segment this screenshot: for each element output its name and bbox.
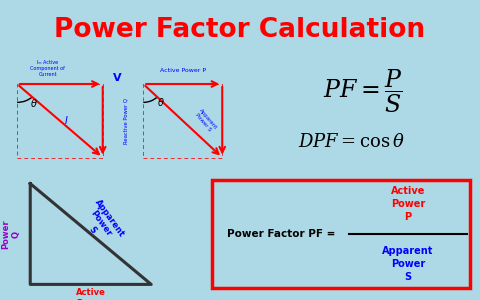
Text: Apparent
Power
S: Apparent Power S: [76, 197, 126, 250]
Text: $\mathit{PF} = \dfrac{P}{S}$: $\mathit{PF} = \dfrac{P}{S}$: [323, 68, 402, 115]
Text: V: V: [113, 73, 122, 83]
Text: Reactive Power Q: Reactive Power Q: [124, 98, 129, 144]
Text: $\theta$: $\theta$: [30, 97, 38, 109]
Text: Iⱕ Reactive
Component
of Current: Iⱕ Reactive Component of Current: [0, 109, 1, 133]
Text: Reactive
Power
Q: Reactive Power Q: [0, 213, 21, 255]
Text: $\theta$: $\theta$: [157, 96, 165, 108]
Text: I: I: [65, 116, 67, 126]
Text: Power Factor Calculation: Power Factor Calculation: [54, 17, 426, 43]
FancyBboxPatch shape: [212, 180, 470, 288]
Text: Active
Power
P: Active Power P: [76, 288, 106, 300]
Text: Active Power P: Active Power P: [160, 68, 206, 73]
Text: Apparent
Power S: Apparent Power S: [193, 108, 217, 134]
Text: Apparent
Power
S: Apparent Power S: [382, 246, 434, 282]
Text: Iₘ Active
Component of
Current: Iₘ Active Component of Current: [30, 60, 65, 76]
Text: Power Factor PF =: Power Factor PF =: [228, 229, 336, 239]
Text: $\mathit{DPF} = \cos\theta$: $\mathit{DPF} = \cos\theta$: [298, 133, 405, 151]
Text: Active
Power
P: Active Power P: [391, 186, 425, 222]
